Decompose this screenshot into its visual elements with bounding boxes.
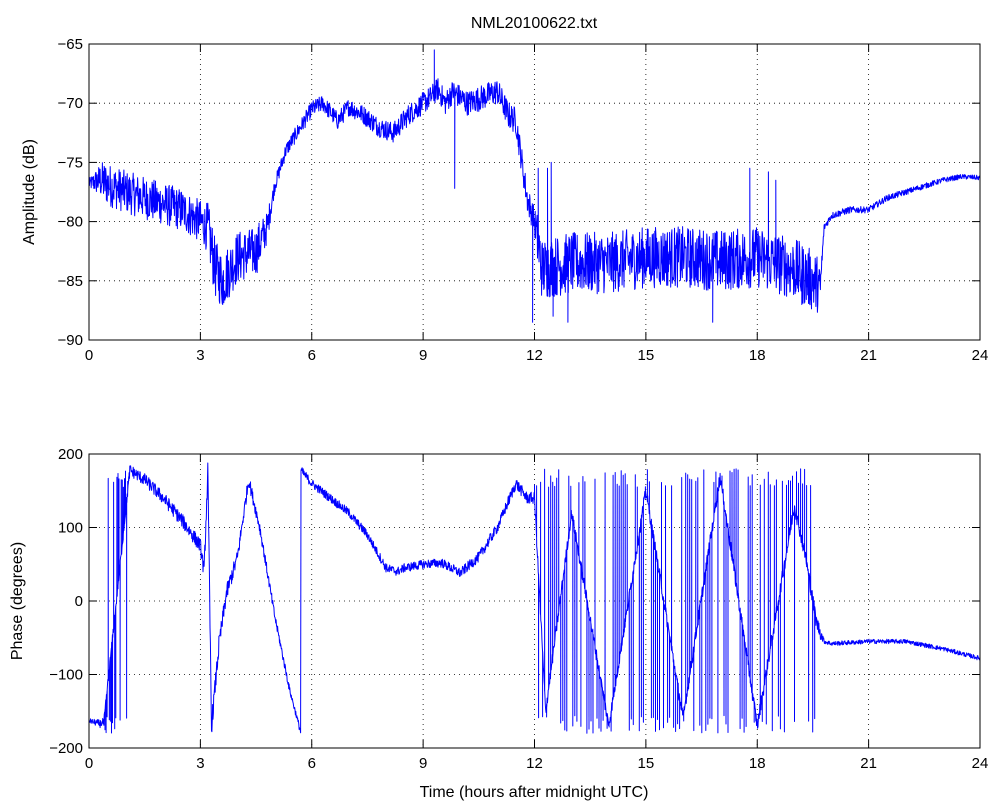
y-tick-label: −80 (58, 214, 83, 231)
x-tick-label: 21 (860, 755, 877, 772)
amplitude-panel: 0 3 6 9 12 15 18 21 24 −90 −85 −80 −75 −70 −65 NML2010… (21, 15, 988, 364)
x-tick-label: 9 (419, 755, 427, 772)
phase-ylabel: Phase (degrees) (9, 542, 26, 660)
x-tick-label: 24 (972, 755, 989, 772)
x-tick-label: 18 (749, 347, 766, 364)
x-tick-label: 24 (972, 347, 989, 364)
amplitude-series-line (88, 49, 981, 323)
x-tick-label: 0 (85, 755, 93, 772)
x-tick-label: 12 (526, 347, 543, 364)
amplitude-frame (88, 43, 981, 341)
y-tick-label: −75 (58, 154, 83, 171)
y-tick-label: 100 (58, 520, 83, 537)
x-tick-label: 3 (196, 755, 204, 772)
y-tick-label: −70 (58, 95, 83, 112)
y-tick-label: −85 (58, 273, 83, 290)
phase-ticks: 0 3 6 9 12 15 18 21 24 −200 −100 0 100 200 (49, 446, 988, 772)
phase-series-line (88, 462, 981, 734)
y-tick-label: −100 (49, 667, 83, 684)
x-tick-label: 6 (308, 755, 316, 772)
x-tick-label: 3 (196, 347, 204, 364)
x-tick-label: 12 (526, 755, 543, 772)
phase-frame (88, 453, 981, 749)
x-tick-label: 21 (860, 347, 877, 364)
phase-panel: 0 3 6 9 12 15 18 21 24 −200 −100 0 100 200 Phase (deg… (9, 446, 988, 801)
y-tick-label: 0 (75, 593, 83, 610)
y-tick-label: −200 (49, 740, 83, 757)
y-tick-label: 200 (58, 446, 83, 463)
x-tick-label: 15 (638, 347, 655, 364)
chart-title: NML20100622.txt (471, 15, 598, 32)
time-xlabel: Time (hours after midnight UTC) (420, 784, 649, 801)
amplitude-plot-area (88, 43, 981, 341)
amplitude-ylabel: Amplitude (dB) (21, 139, 38, 245)
x-tick-label: 6 (308, 347, 316, 364)
y-tick-label: −65 (58, 36, 83, 53)
x-tick-label: 15 (638, 755, 655, 772)
x-tick-label: 18 (749, 755, 766, 772)
x-tick-label: 9 (419, 347, 427, 364)
phase-gridlines (89, 454, 980, 748)
y-tick-label: −90 (58, 332, 83, 349)
x-tick-label: 0 (85, 347, 93, 364)
amplitude-ticks: 0 3 6 9 12 15 18 21 24 −90 −85 −80 −75 −70 −65 (58, 36, 989, 364)
